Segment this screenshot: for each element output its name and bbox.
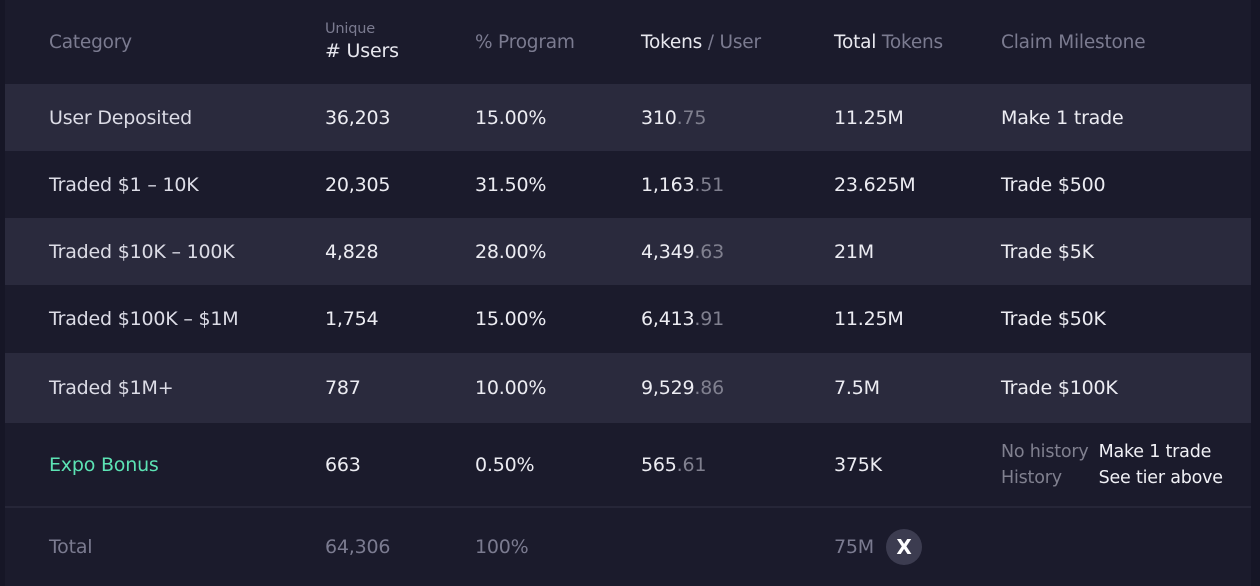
tpu-integer: 6,413	[641, 308, 695, 330]
x-logo-icon[interactable]: X	[885, 529, 922, 565]
tpu-decimal: .61	[676, 453, 707, 476]
header-total-tokens: Total Tokens	[834, 0, 943, 84]
row-tokens-per-user: 6,413.91	[641, 285, 724, 353]
bonus-tokens-per-user: 565.61	[641, 423, 706, 506]
row-category: User Deposited	[49, 106, 192, 129]
bonus-category: Expo Bonus	[49, 453, 159, 476]
row-milestone: Trade $500	[1001, 173, 1106, 196]
row-category: Traded $10K – 100K	[49, 240, 235, 263]
table-row: User Deposited 36,203 15.00% 310.75 11.2…	[5, 84, 1251, 151]
table-row: Traded $100K – $1M 1,754 15.00% 6,413.91…	[5, 285, 1251, 353]
row-category: Traded $1M+	[49, 377, 174, 399]
no-history-label: No history	[1001, 441, 1089, 462]
row-program: 15.00%	[475, 106, 547, 129]
row-total-tokens: 21M	[834, 240, 874, 263]
row-tokens-per-user: 1,163.51	[641, 151, 724, 218]
total-tokens-value: 75M	[834, 536, 874, 558]
bonus-users: 663	[325, 453, 361, 476]
table-row: Traded $10K – 100K 4,828 28.00% 4,349.63…	[5, 218, 1251, 285]
tpu-decimal: .91	[694, 308, 725, 330]
header-per-user-label: / User	[707, 31, 761, 53]
token-allocation-table: Category Unique # Users % Program Tokens…	[5, 0, 1251, 586]
row-total-tokens: 23.625M	[834, 173, 916, 196]
total-label: Total	[49, 536, 93, 558]
row-category: Traded $100K – $1M	[49, 308, 239, 330]
header-tokens-per-user: Tokens / User	[641, 0, 761, 84]
row-total-tokens: 11.25M	[834, 308, 904, 330]
row-users: 36,203	[325, 106, 391, 129]
row-users: 1,754	[325, 308, 379, 330]
row-total-tokens: 11.25M	[834, 106, 904, 129]
header-category: Category	[49, 31, 132, 53]
header-program: % Program	[475, 31, 575, 53]
header-users: Unique # Users	[325, 0, 399, 84]
table-row: Traded $1 – 10K 20,305 31.50% 1,163.51 2…	[5, 151, 1251, 218]
total-divider	[5, 506, 1251, 508]
total-tokens: 75M X	[834, 508, 922, 586]
table-header: Category Unique # Users % Program Tokens…	[5, 0, 1251, 84]
row-tokens-per-user: 310.75	[641, 84, 706, 151]
row-category: Traded $1 – 10K	[49, 173, 199, 196]
row-users: 787	[325, 377, 361, 399]
tpu-integer: 565	[641, 453, 677, 476]
header-claim-milestone: Claim Milestone	[1001, 31, 1146, 53]
row-program: 28.00%	[475, 240, 547, 263]
row-program: 15.00%	[475, 308, 547, 330]
row-milestone: Make 1 trade	[1001, 106, 1124, 129]
row-tokens-per-user: 9,529.86	[641, 353, 724, 423]
row-total-tokens: 7.5M	[834, 377, 880, 399]
history-label: History	[1001, 467, 1062, 488]
tpu-integer: 4,349	[641, 240, 695, 263]
row-milestone: Trade $5K	[1001, 240, 1094, 263]
table-row: Traded $1M+ 787 10.00% 9,529.86 7.5M Tra…	[5, 353, 1251, 423]
total-program: 100%	[475, 536, 529, 558]
bonus-program: 0.50%	[475, 453, 535, 476]
total-row: Total 64,306 100% 75M X	[5, 508, 1251, 586]
tpu-integer: 1,163	[641, 173, 695, 196]
bonus-milestone: No history Make 1 trade History See tier…	[1001, 423, 1223, 506]
header-total-tokens-label: Tokens	[881, 31, 943, 53]
bonus-total-tokens: 375K	[834, 453, 882, 476]
row-program: 31.50%	[475, 173, 547, 196]
header-users-bottom: # Users	[325, 40, 399, 62]
tpu-decimal: .86	[694, 377, 725, 399]
row-milestone: Trade $50K	[1001, 308, 1106, 330]
row-users: 4,828	[325, 240, 379, 263]
tpu-decimal: .63	[694, 240, 725, 263]
header-total-label: Total	[834, 31, 877, 53]
tpu-decimal: .75	[676, 106, 707, 129]
tpu-integer: 9,529	[641, 377, 695, 399]
row-milestone: Trade $100K	[1001, 377, 1118, 399]
bonus-row: Expo Bonus 663 0.50% 565.61 375K No hist…	[5, 423, 1251, 506]
total-users: 64,306	[325, 536, 391, 558]
tpu-decimal: .51	[694, 173, 725, 196]
header-tokens-label: Tokens	[641, 31, 703, 53]
tpu-integer: 310	[641, 106, 677, 129]
bonus-milestone-grid: No history Make 1 trade History See tier…	[1001, 442, 1223, 488]
row-tokens-per-user: 4,349.63	[641, 218, 724, 285]
header-users-top: Unique	[325, 21, 375, 37]
row-users: 20,305	[325, 173, 391, 196]
no-history-value: Make 1 trade	[1098, 441, 1212, 462]
history-value: See tier above	[1098, 467, 1224, 488]
row-program: 10.00%	[475, 377, 547, 399]
